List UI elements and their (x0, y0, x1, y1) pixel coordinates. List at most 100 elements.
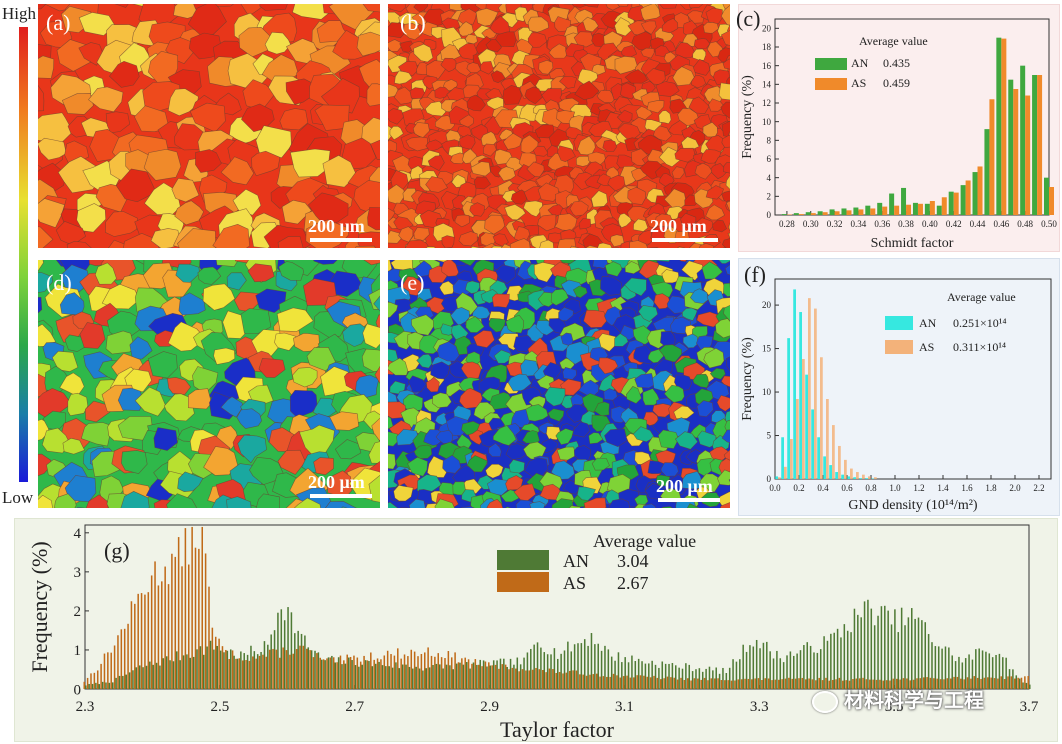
bar-as (602, 676, 605, 689)
scale-bar-a (310, 238, 372, 242)
x-tick-label: 0.42 (946, 219, 962, 229)
bar-as (83, 681, 85, 689)
bar-an (1018, 678, 1021, 689)
bar-as (670, 677, 672, 689)
bar-an (290, 612, 293, 689)
bar-an (401, 664, 404, 689)
bar-an (668, 663, 670, 689)
bar-an (540, 647, 542, 689)
bar-an (809, 645, 812, 689)
bar-as (390, 654, 392, 689)
bar-an (499, 658, 502, 689)
bar-as (150, 575, 153, 689)
bar-an (823, 636, 825, 689)
bar-as (306, 648, 308, 689)
bar-as (917, 203, 923, 215)
bar-as (874, 477, 877, 479)
bar-an (911, 608, 913, 689)
bar-as (737, 679, 740, 689)
x-tick-label: 2.2 (1033, 483, 1044, 493)
chart-c-panel: 0.28 0.30 0.32 0.34 0.36 0.38 0.40 0.42 0.44 0.46… (738, 4, 1060, 252)
legend-avg-as: 0.311×10¹⁴ (953, 340, 1006, 354)
bar-an (829, 465, 832, 479)
bar-as (471, 663, 473, 689)
bar-as (1000, 676, 1003, 689)
bar-as (444, 658, 446, 689)
bar-as (434, 656, 436, 689)
bar-as (838, 677, 841, 689)
bar-as (814, 308, 817, 479)
bar-an (806, 642, 809, 689)
bar-an (331, 655, 333, 689)
bar-as (400, 658, 402, 689)
bar-as (430, 655, 433, 689)
bar-as (826, 399, 829, 479)
legend-title: Average value (593, 531, 696, 551)
bar-as (778, 477, 781, 479)
bar-as (906, 678, 908, 689)
bar-as (204, 553, 207, 689)
bar-as (491, 665, 493, 689)
bar-as (535, 667, 537, 689)
bar-as (501, 664, 504, 689)
bar-an (573, 644, 576, 689)
bar-an (944, 646, 947, 689)
bar-an (270, 634, 272, 689)
bar-as (875, 679, 878, 689)
bar-an (865, 478, 868, 479)
panel-label-a: (a) (46, 10, 71, 35)
y-tick-label: 10 (762, 387, 772, 397)
legend-name-an: AN (851, 56, 869, 70)
bar-an (823, 456, 826, 479)
bar-as (717, 678, 719, 689)
bar-as (285, 650, 288, 689)
bar-as (831, 679, 834, 689)
bar-an (378, 661, 380, 689)
bar-an (543, 652, 546, 689)
bar-an (91, 683, 94, 689)
bar-as (856, 472, 859, 479)
bar-as (309, 650, 311, 689)
bar-an (621, 662, 623, 689)
bar-as (582, 674, 584, 689)
bar-an (671, 662, 674, 689)
bar-as (919, 678, 922, 689)
bar-an (984, 129, 990, 215)
bar-as (120, 629, 123, 689)
bar-as (990, 677, 992, 689)
bar-as (778, 679, 780, 689)
bar-an (972, 172, 978, 215)
bar-as (636, 675, 638, 689)
colorbar (19, 27, 28, 482)
bar-an (516, 657, 519, 689)
bar-an (165, 656, 168, 689)
bar-an (118, 675, 121, 689)
bar-as (703, 677, 706, 689)
bar-as (235, 658, 237, 689)
bar-an (492, 660, 495, 689)
bar-as (949, 678, 952, 689)
bar-an (206, 646, 208, 689)
bar-an (503, 658, 505, 689)
legend-name-as: AS (851, 76, 866, 90)
bar-as (761, 680, 763, 689)
bar-as (488, 662, 490, 689)
bar-an (1044, 177, 1049, 215)
bar-as (740, 679, 743, 689)
bar-an (462, 664, 465, 689)
bar-as (820, 357, 823, 479)
bar-as (181, 566, 183, 689)
bar-an (135, 667, 138, 689)
scale-bar-d (310, 494, 372, 498)
bar-as (585, 675, 588, 689)
bar-an (877, 615, 879, 689)
x-tick-label: 0.48 (1017, 219, 1033, 229)
bar-as (757, 678, 760, 689)
bar-an (759, 648, 761, 689)
bar-an (590, 633, 593, 689)
bar-as (252, 656, 254, 689)
bar-an (432, 665, 434, 689)
legend-swatch-an (815, 58, 847, 70)
bar-as (316, 653, 318, 689)
bar-as (572, 670, 574, 689)
